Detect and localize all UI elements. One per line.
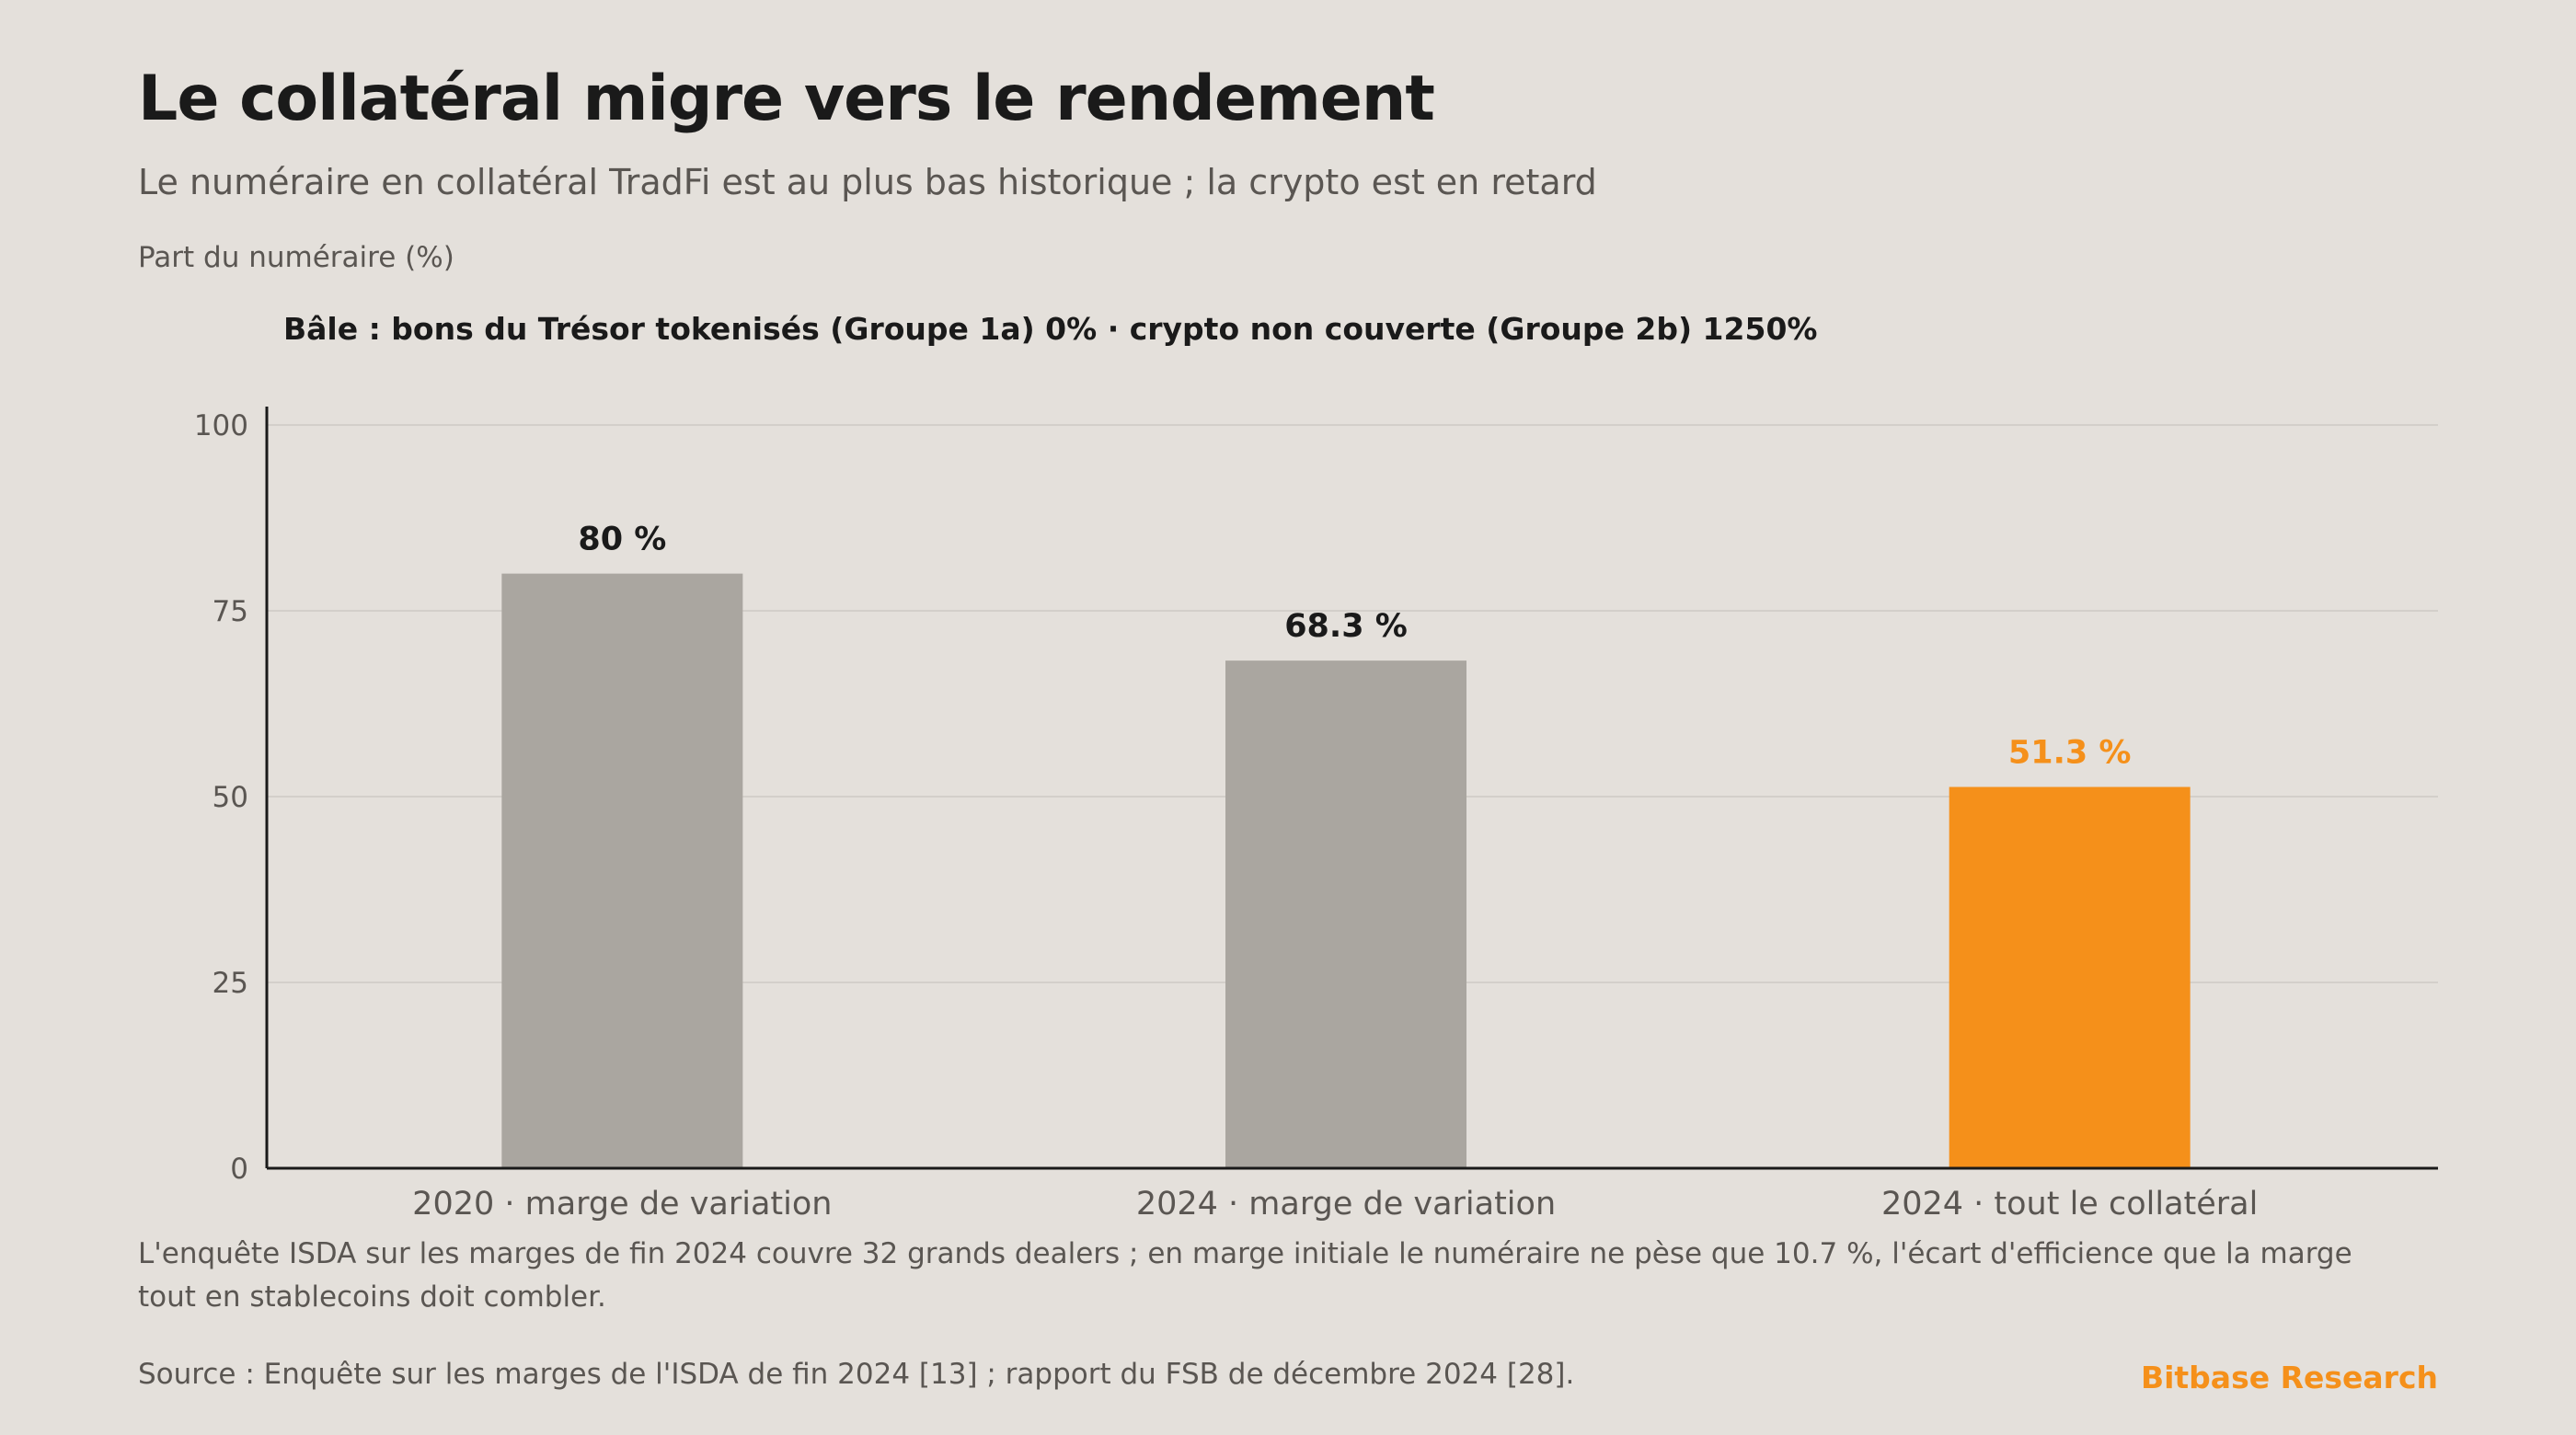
bar-1 (501, 573, 743, 1168)
x-tick-label: 2024 · tout le collatéral (1881, 1186, 2258, 1223)
bar-2 (1225, 660, 1466, 1168)
y-tick-label: 50 (213, 781, 248, 814)
y-tick-label: 0 (230, 1153, 248, 1186)
source-citation: Source : Enquête sur les marges de l'ISD… (138, 1358, 1575, 1391)
footnote: L'enquête ISDA sur les marges de fin 202… (138, 1237, 2352, 1314)
y-tick-label: 75 (213, 595, 248, 628)
brand-logo-text: Bitbase Research (2140, 1360, 2438, 1395)
y-tick-label: 100 (194, 409, 248, 442)
chart-title: Le collatéral migre vers le rendement (138, 63, 1435, 135)
basel-annotation: Bâle : bons du Trésor tokenisés (Groupe … (283, 311, 1818, 347)
bar-3 (1949, 786, 2191, 1168)
y-axis-label: Part du numéraire (%) (138, 241, 454, 274)
x-tick-label: 2024 · marge de variation (1136, 1186, 1556, 1223)
bar-value-label: 51.3 % (2008, 734, 2132, 771)
y-tick-label: 25 (213, 967, 248, 1000)
bar-value-label: 80 % (578, 522, 666, 558)
x-tick-label: 2020 · marge de variation (412, 1186, 832, 1223)
bar-value-label: 68.3 % (1284, 608, 1408, 645)
chart-subtitle: Le numéraire en collatéral TradFi est au… (138, 162, 1597, 202)
